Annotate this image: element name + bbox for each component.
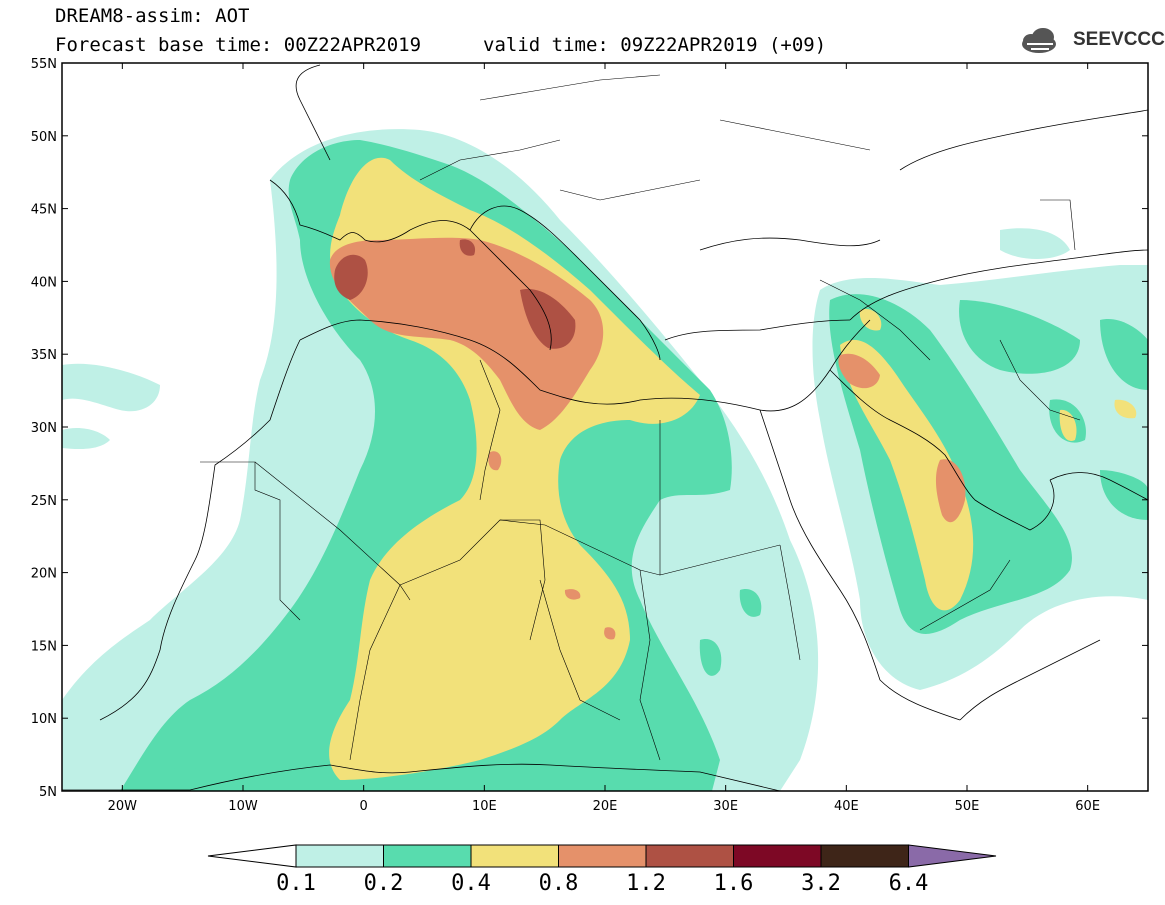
- lon-label: 20E: [593, 799, 618, 814]
- colorbar-label: 1.6: [713, 871, 754, 896]
- colorbar-segment: [558, 844, 647, 868]
- lat-label: 20N: [31, 567, 57, 582]
- lon-label: 60E: [1075, 799, 1100, 814]
- lon-label: 10E: [472, 799, 497, 814]
- colorbar-label: 0.2: [363, 871, 404, 896]
- lat-label: 35N: [31, 348, 57, 363]
- aot-level-1.2: [334, 239, 576, 349]
- lat-label: 45N: [31, 203, 57, 218]
- colorbar-segment: [383, 844, 472, 868]
- coastlines: [62, 64, 1148, 791]
- country-borders: [200, 74, 1081, 761]
- valid-time: valid time: 09Z22APR2019 (+09): [483, 34, 827, 56]
- lat-label: 15N: [31, 639, 57, 654]
- lat-label: 5N: [39, 785, 57, 800]
- aot-contours: [62, 64, 1148, 791]
- forecast-base-time: Forecast base time: 00Z22APR2019: [55, 34, 422, 56]
- latitude-axis: 55N 50N 45N 40N 35N 30N 25N 20N 15N 10N 5N: [31, 57, 1148, 800]
- colorbar-label: 0.1: [276, 871, 316, 896]
- lat-label: 25N: [31, 494, 57, 509]
- lon-label: 30E: [713, 799, 738, 814]
- longitude-axis: 20W 10W 0 10E 20E 30E 40E 50E 60E: [108, 63, 1100, 814]
- lat-label: 10N: [31, 712, 57, 727]
- colorbar-under-triangle: [207, 844, 297, 868]
- colorbar-segment: [470, 844, 559, 868]
- colorbar-segment: [820, 844, 909, 868]
- lat-label: 40N: [31, 275, 57, 290]
- colorbar-over-triangle: [908, 844, 997, 868]
- cloud-icon: [1022, 28, 1056, 53]
- map-title: DREAM8-assim: AOT: [55, 5, 250, 27]
- colorbar-label: 3.2: [801, 871, 841, 896]
- lon-label: 10W: [228, 799, 258, 814]
- lat-label: 55N: [31, 57, 57, 72]
- lon-label: 0: [360, 799, 368, 814]
- lat-label: 30N: [31, 421, 57, 436]
- aot-level-0.8: [329, 237, 966, 640]
- colorbar-label: 1.2: [626, 871, 666, 896]
- lat-label: 50N: [31, 130, 57, 145]
- lon-label: 20W: [108, 799, 138, 814]
- lon-label: 50E: [955, 799, 980, 814]
- colorbar-label: 6.4: [888, 871, 929, 896]
- logo-text: SEEVCCC: [1073, 29, 1165, 50]
- colorbar-segment: [295, 844, 384, 868]
- colorbar-segment: [733, 844, 822, 868]
- colorbar-label: 0.4: [451, 871, 491, 896]
- colorbar-segment: [645, 844, 734, 868]
- lon-label: 40E: [834, 799, 859, 814]
- colorbar-label: 0.8: [538, 871, 579, 896]
